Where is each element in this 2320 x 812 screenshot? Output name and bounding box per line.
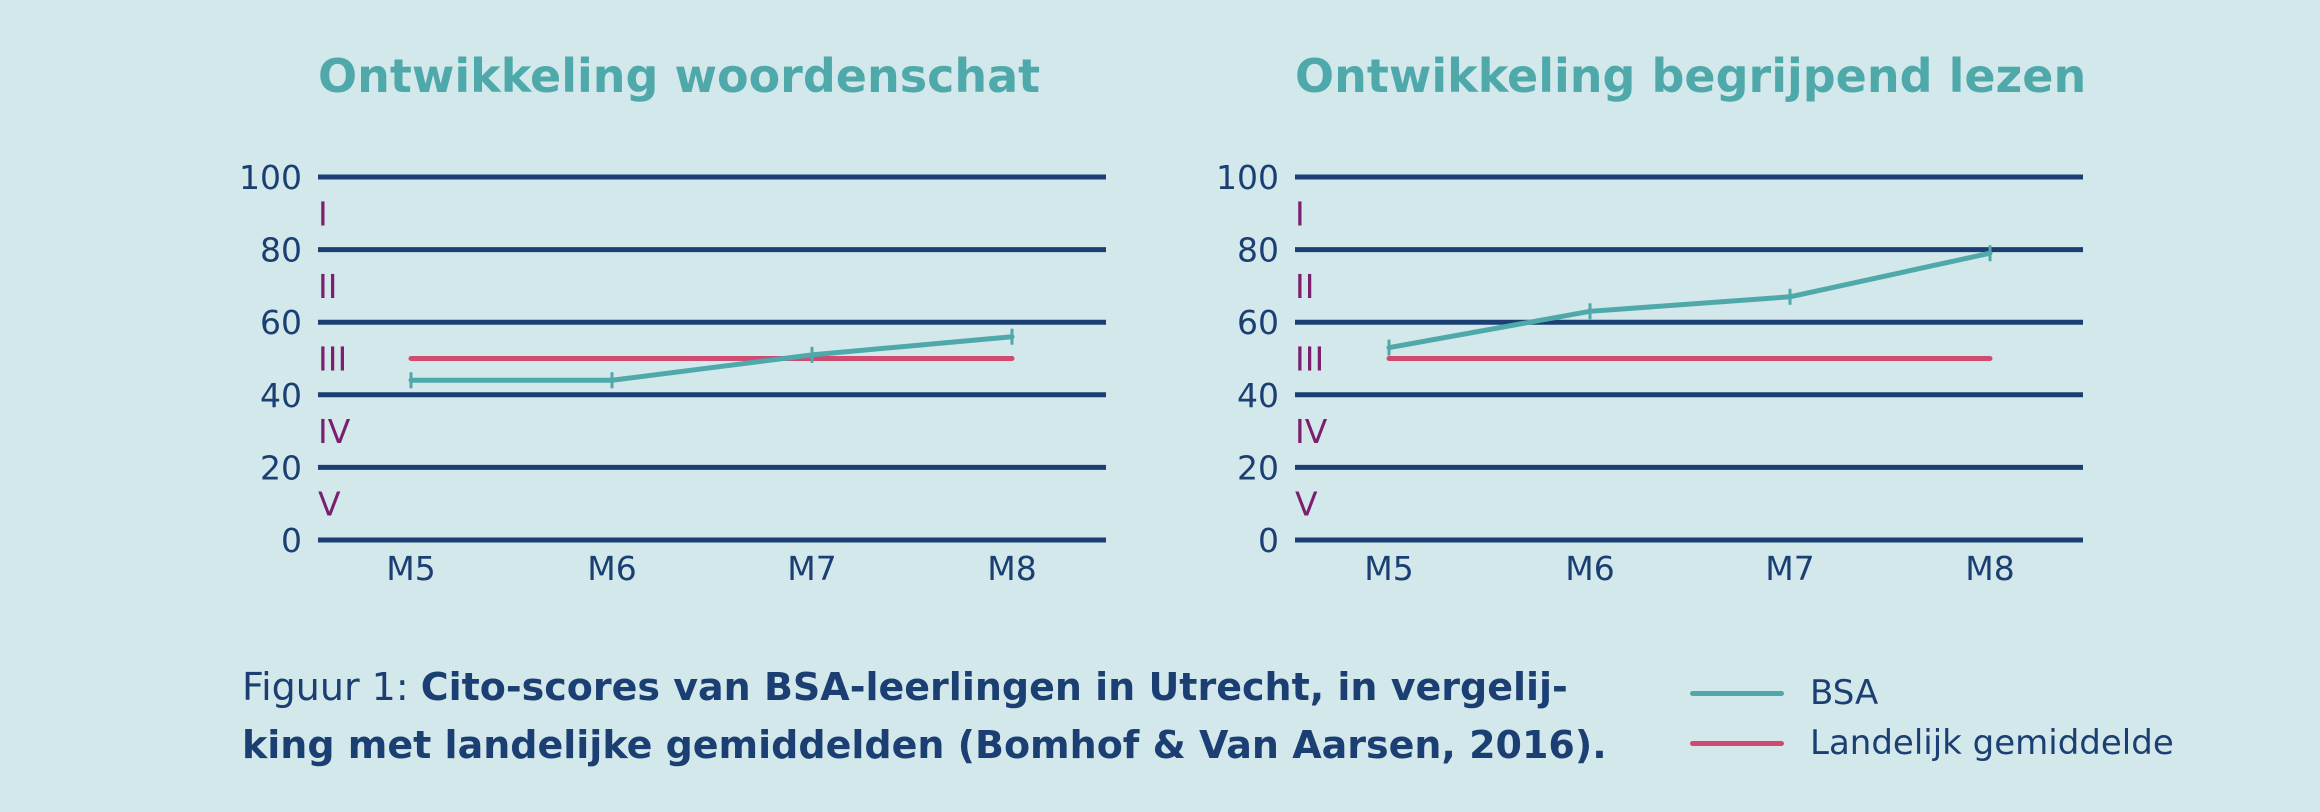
band-label: III — [1295, 340, 1324, 379]
y-tick-label: 80 — [1237, 231, 1279, 270]
x-tick-label: M8 — [987, 549, 1036, 588]
chart-title: Ontwikkeling woordenschat — [318, 49, 1040, 103]
legend-item-bsa: BSA — [1690, 668, 2290, 718]
legend: BSA Landelijk gemiddelde — [1690, 668, 2290, 768]
legend-swatch-bsa — [1690, 690, 1784, 696]
charts-canvas: Ontwikkeling woordenschat020406080100III… — [239, 49, 2086, 588]
figure-caption: Figuur 1: Cito-scores van BSA-leerlingen… — [242, 658, 1622, 774]
x-tick-label: M5 — [386, 549, 435, 588]
band-label: III — [318, 340, 347, 379]
y-tick-label: 100 — [239, 158, 302, 197]
series-line-bsa — [408, 334, 1015, 383]
band-label: II — [318, 267, 337, 306]
y-tick-label: 0 — [1258, 521, 1279, 560]
chart-title: Ontwikkeling begrijpend lezen — [1295, 49, 2086, 103]
y-tick-label: 80 — [260, 231, 302, 270]
chart-begrijpend-lezen: Ontwikkeling begrijpend lezen 0 20 40 60 80 10… — [1216, 49, 2086, 588]
band-label: I — [318, 194, 328, 233]
x-tick-label: M8 — [1965, 549, 2014, 588]
band-label: IV — [318, 412, 351, 451]
y-tick-label: 40 — [260, 376, 302, 415]
x-tick-label: M7 — [787, 549, 836, 588]
caption-text: Cito-scores van BSA-leerlingen in Utrech… — [242, 665, 1607, 767]
x-tick-label: M5 — [1364, 549, 1413, 588]
x-tick-label: M6 — [587, 549, 636, 588]
caption-prefix: Figuur 1: — [242, 665, 421, 709]
y-tick-label: 60 — [1237, 303, 1279, 342]
legend-label-landelijk: Landelijk gemiddelde — [1810, 723, 2174, 763]
y-tick-label: 20 — [260, 448, 302, 487]
y-tick-label: 0 — [281, 521, 302, 560]
legend-label-bsa: BSA — [1810, 673, 1879, 713]
legend-swatch-landelijk — [1690, 740, 1784, 746]
x-tick-label: M6 — [1565, 549, 1614, 588]
series-line-bsa — [1386, 250, 1993, 351]
band-label: II — [1295, 267, 1314, 306]
x-tick-label: M7 — [1765, 549, 1814, 588]
band-label: V — [318, 485, 341, 524]
y-tick-label: 20 — [1237, 448, 1279, 487]
y-tick-label: 40 — [1237, 376, 1279, 415]
chart-woordenschat: Ontwikkeling woordenschat020406080100III… — [239, 49, 1106, 588]
legend-item-landelijk: Landelijk gemiddelde — [1690, 718, 2290, 768]
band-label: IV — [1295, 412, 1328, 451]
band-label: I — [1295, 194, 1305, 233]
band-label: V — [1295, 485, 1318, 524]
y-tick-label: 100 — [1216, 158, 1279, 197]
y-tick-label: 60 — [260, 303, 302, 342]
